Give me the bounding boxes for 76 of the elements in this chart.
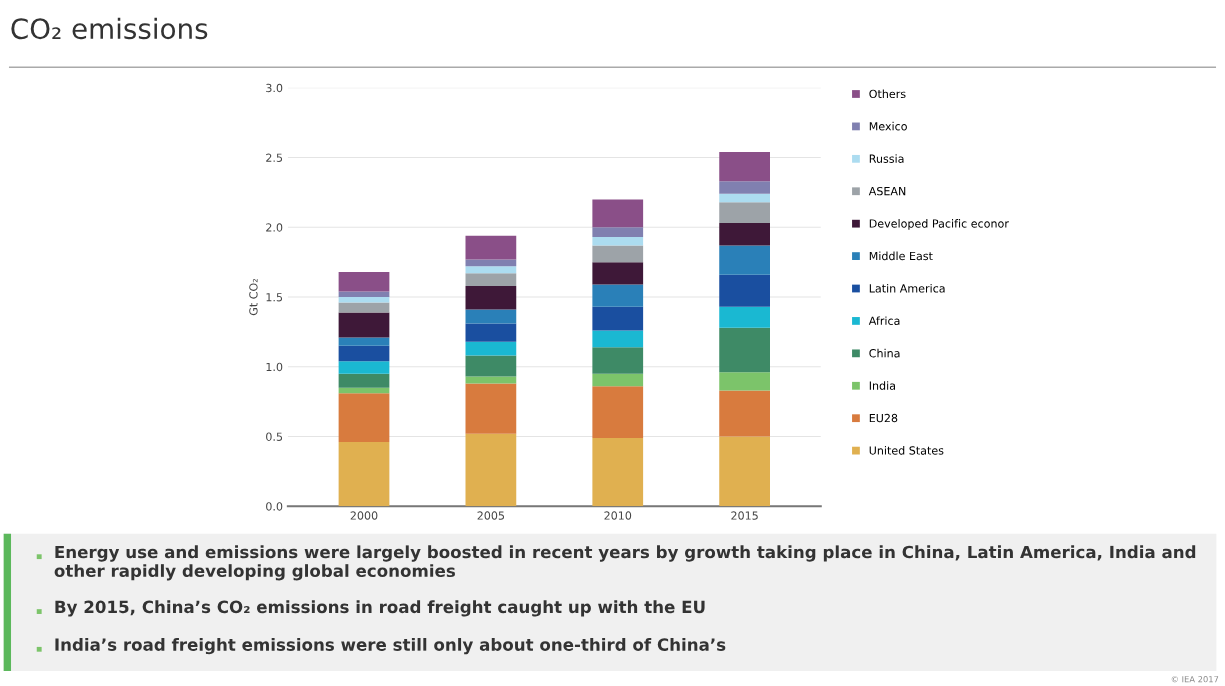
bar bbox=[719, 372, 770, 391]
bar bbox=[465, 266, 517, 274]
bar bbox=[465, 323, 517, 342]
text: Energy use and emissions were largely boosted in recent years by growth taking place in China, Latin America, India and other rapidly developing global economies bbox=[54, 545, 1196, 581]
bar bbox=[592, 437, 644, 507]
bar bbox=[338, 393, 390, 443]
legend-label: Mexico bbox=[869, 121, 907, 131]
bar bbox=[719, 151, 770, 182]
legend-label: Africa bbox=[868, 316, 900, 325]
legend-label: United States bbox=[869, 446, 944, 455]
y-tick-label: 2.0 bbox=[266, 223, 283, 232]
bar bbox=[592, 306, 644, 331]
bar bbox=[338, 302, 390, 313]
bar bbox=[592, 262, 644, 285]
bar bbox=[338, 337, 390, 346]
y-tick-label: 3.0 bbox=[266, 83, 283, 93]
x-tick-label: 2010 bbox=[604, 511, 632, 520]
y-tick-label: 1.5 bbox=[266, 293, 283, 302]
bar bbox=[592, 373, 644, 387]
bar bbox=[719, 193, 770, 203]
bar bbox=[465, 273, 517, 286]
bar bbox=[465, 376, 517, 384]
bar bbox=[719, 223, 770, 246]
bar bbox=[465, 259, 517, 267]
bar bbox=[465, 235, 517, 260]
bar bbox=[719, 327, 770, 373]
y-axis-title: Gt CO₂ bbox=[249, 279, 258, 316]
legend-label: Middle East bbox=[869, 251, 933, 261]
bar bbox=[592, 237, 644, 246]
bar bbox=[719, 202, 770, 224]
y-tick-label: 0.0 bbox=[266, 502, 283, 511]
bar bbox=[465, 309, 517, 324]
legend-label: Latin America bbox=[869, 283, 945, 293]
bar bbox=[592, 227, 644, 238]
bar bbox=[465, 433, 517, 507]
bar bbox=[338, 442, 390, 507]
chart-title: CO₂ emissions bbox=[11, 17, 208, 40]
bar bbox=[465, 383, 517, 434]
x-tick-label: 2005 bbox=[477, 511, 505, 520]
bar bbox=[338, 361, 390, 374]
y-tick-label: 0.5 bbox=[266, 432, 283, 441]
bar bbox=[465, 341, 517, 356]
bar bbox=[592, 284, 644, 307]
legend-label: Others bbox=[869, 89, 906, 99]
bar bbox=[719, 306, 770, 328]
x-tick-label: 2000 bbox=[350, 511, 378, 520]
bar bbox=[592, 199, 644, 228]
bar bbox=[338, 271, 390, 292]
bar bbox=[338, 373, 390, 388]
bar bbox=[338, 345, 390, 362]
legend-label: China bbox=[869, 348, 900, 358]
legend-label: India bbox=[869, 381, 895, 390]
legend-label: EU28 bbox=[869, 413, 898, 423]
x-tick-label: 2015 bbox=[731, 511, 758, 520]
bar bbox=[719, 390, 770, 437]
legend-label: Russia bbox=[869, 154, 904, 163]
bar bbox=[719, 274, 770, 307]
bar bbox=[592, 330, 644, 348]
text: By 2015, China’s CO₂ emissions in road freight caught up with the EU bbox=[55, 600, 705, 617]
bar bbox=[592, 386, 644, 438]
bar bbox=[719, 181, 770, 194]
bar bbox=[338, 297, 390, 303]
bar bbox=[719, 245, 770, 275]
bar bbox=[338, 312, 390, 338]
bar bbox=[465, 285, 517, 310]
bar bbox=[592, 245, 644, 263]
text: © IEA 2017 bbox=[1171, 676, 1219, 683]
bar bbox=[465, 355, 517, 377]
legend-label: Developed Pacific econor bbox=[869, 219, 1009, 230]
y-tick-label: 1.0 bbox=[266, 362, 283, 372]
y-tick-label: 2.5 bbox=[266, 153, 283, 162]
bar bbox=[338, 291, 390, 298]
bar bbox=[719, 436, 770, 507]
legend-label: ASEAN bbox=[868, 186, 906, 196]
text: India’s road freight emissions were still only about one-third of China’s bbox=[55, 637, 726, 655]
bar bbox=[592, 347, 644, 374]
